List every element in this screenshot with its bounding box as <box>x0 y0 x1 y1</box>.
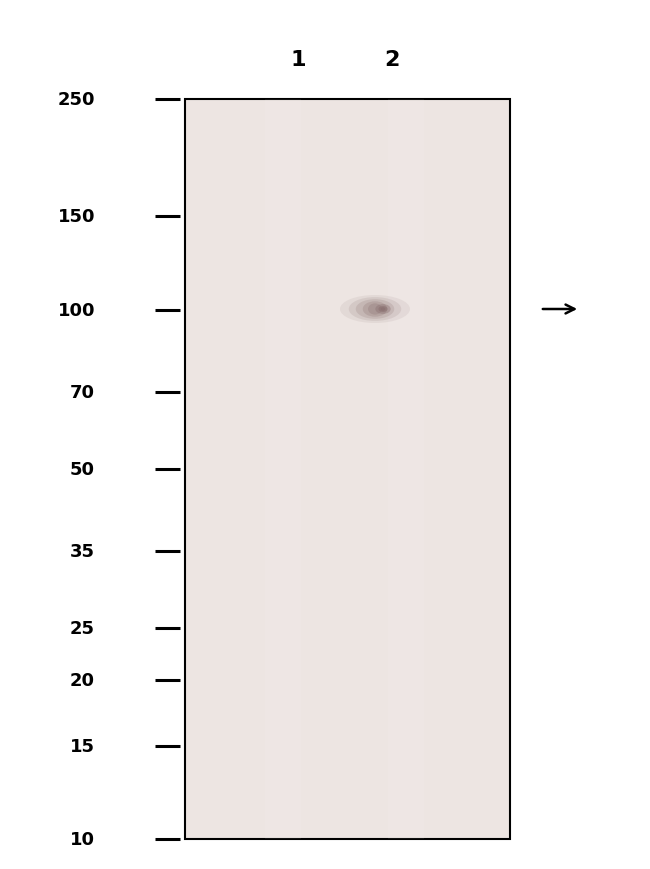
Ellipse shape <box>380 308 385 311</box>
Text: 35: 35 <box>70 542 95 561</box>
Ellipse shape <box>340 295 410 323</box>
Text: 1: 1 <box>291 50 306 70</box>
Text: 50: 50 <box>70 461 95 479</box>
Ellipse shape <box>349 298 401 322</box>
Ellipse shape <box>375 305 391 315</box>
Ellipse shape <box>378 307 387 313</box>
Text: 70: 70 <box>70 383 95 401</box>
Text: 150: 150 <box>57 209 95 226</box>
Text: 15: 15 <box>70 737 95 755</box>
Ellipse shape <box>368 304 382 315</box>
Text: 10: 10 <box>70 830 95 848</box>
Text: 250: 250 <box>57 91 95 109</box>
Text: 2: 2 <box>384 50 400 70</box>
Ellipse shape <box>363 302 387 317</box>
Bar <box>388 100 424 839</box>
Ellipse shape <box>356 300 395 320</box>
Text: 20: 20 <box>70 671 95 689</box>
Bar <box>185 100 510 839</box>
Text: 100: 100 <box>57 302 95 319</box>
Text: 25: 25 <box>70 620 95 638</box>
Bar <box>265 100 300 839</box>
